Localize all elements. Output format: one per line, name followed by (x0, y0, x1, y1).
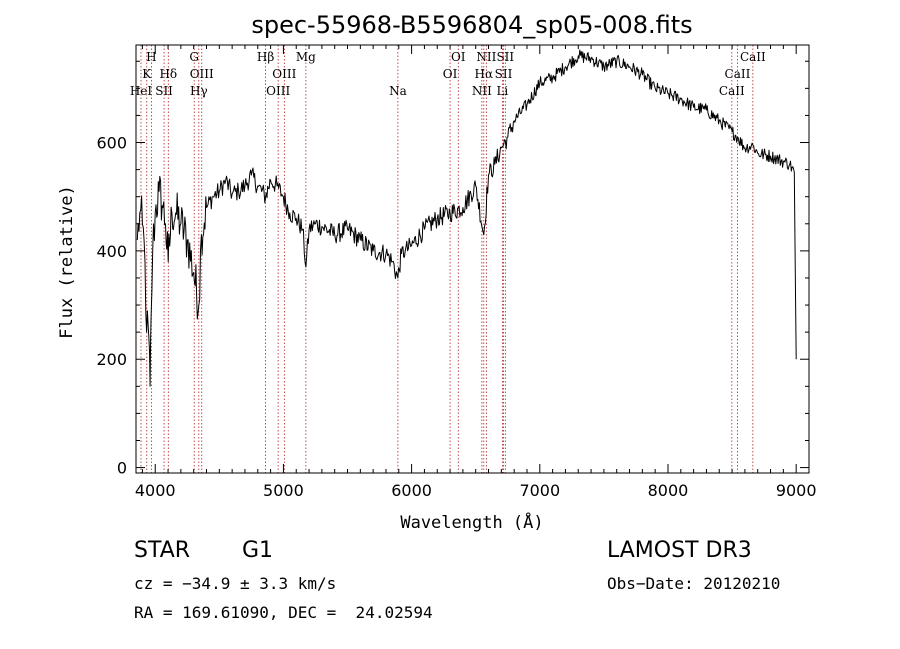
line-label-12: Na (389, 84, 407, 98)
ra-dec-coordinates: RA = 169.61090, DEC = 24.02594 (134, 603, 433, 622)
spectrum-line (136, 49, 797, 387)
object-subclass: G1 (242, 538, 274, 563)
line-label-20: Li (496, 84, 508, 98)
line-label-17: Hα (474, 67, 493, 81)
line-label-0: H (146, 50, 156, 64)
line-label-23: CaII (719, 84, 745, 98)
survey-name: LAMOST DR3 (607, 538, 752, 563)
x-axis: 4000 5000 6000 7000 8000 9000 (135, 45, 817, 500)
line-label-22: CaII (725, 67, 751, 81)
line-label-19: NII (472, 84, 492, 98)
x-tick-label: 8000 (648, 481, 689, 500)
line-label-16: SII (496, 50, 514, 64)
observation-date: Obs−Date: 20120210 (607, 574, 781, 593)
line-label-7: Hγ (190, 84, 208, 98)
line-label-6: OIII (190, 67, 214, 81)
x-tick-label: 5000 (263, 481, 304, 500)
spectrum-series (136, 49, 797, 387)
redshift-cz: cz = −34.9 ± 3.3 km/s (134, 574, 337, 593)
line-label-4: Hδ (159, 67, 177, 81)
y-tick-label: 600 (96, 134, 127, 153)
y-tick-label: 200 (96, 350, 127, 369)
x-axis-label: Wavelength (Å) (400, 511, 543, 533)
x-tick-label: 7000 (519, 481, 560, 500)
line-label-1: K (142, 67, 152, 81)
x-tick-label: 9000 (776, 481, 817, 500)
line-label-14: OI (443, 67, 458, 81)
x-tick-label: 4000 (135, 481, 176, 500)
y-tick-label: 0 (117, 459, 127, 478)
line-label-15: NII (476, 50, 496, 64)
y-tick-label: 400 (96, 242, 127, 261)
x-tick-label: 6000 (391, 481, 432, 500)
line-label-21: CaII (740, 50, 766, 64)
y-axis-label: Flux (relative) (57, 185, 77, 339)
line-label-18: SII (495, 67, 513, 81)
line-label-5: G (189, 50, 199, 64)
line-label-2: HeI (130, 84, 153, 98)
line-label-10: OIII (266, 84, 290, 98)
object-class: STAR (134, 538, 191, 563)
chart-title: spec-55968-B5596804_sp05-008.fits (251, 11, 692, 39)
y-axis: 0 200 400 600 (96, 60, 809, 478)
line-label-8: Hβ (257, 50, 274, 64)
line-label-11: Mg (296, 50, 316, 64)
line-label-3: SII (155, 84, 173, 98)
line-label-9: OIII (272, 67, 296, 81)
plot-frame (135, 44, 810, 474)
line-label-13: OI (451, 50, 466, 64)
